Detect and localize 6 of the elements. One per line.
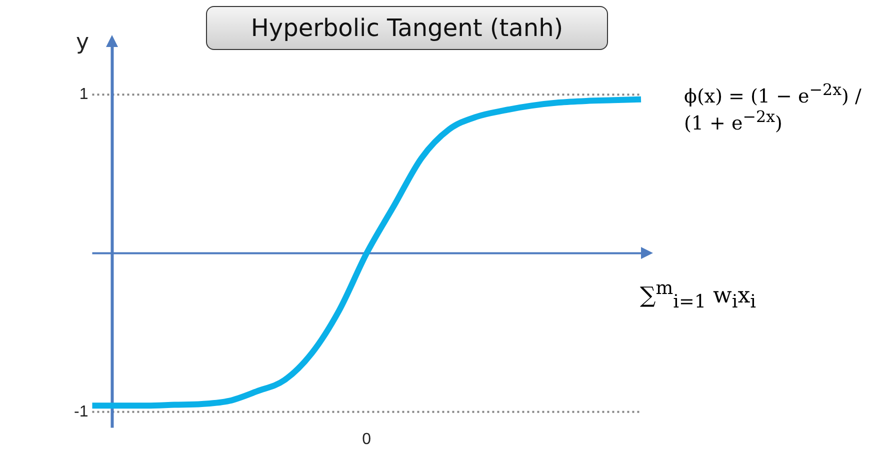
y-axis-title: y (76, 30, 90, 55)
x-tick-label: 0 (362, 430, 372, 448)
text: ϕ(x) = (1 − e$^{−2x}$) / (1 + e$^{−2x}$) (684, 80, 862, 135)
y-tick-label: -1 (74, 403, 88, 420)
y-tick-label: 1 (79, 86, 88, 104)
x-axis-title: ∑$^{m}$$_{i=1}$ w$_{i}$x$_{i}$ (640, 278, 756, 313)
